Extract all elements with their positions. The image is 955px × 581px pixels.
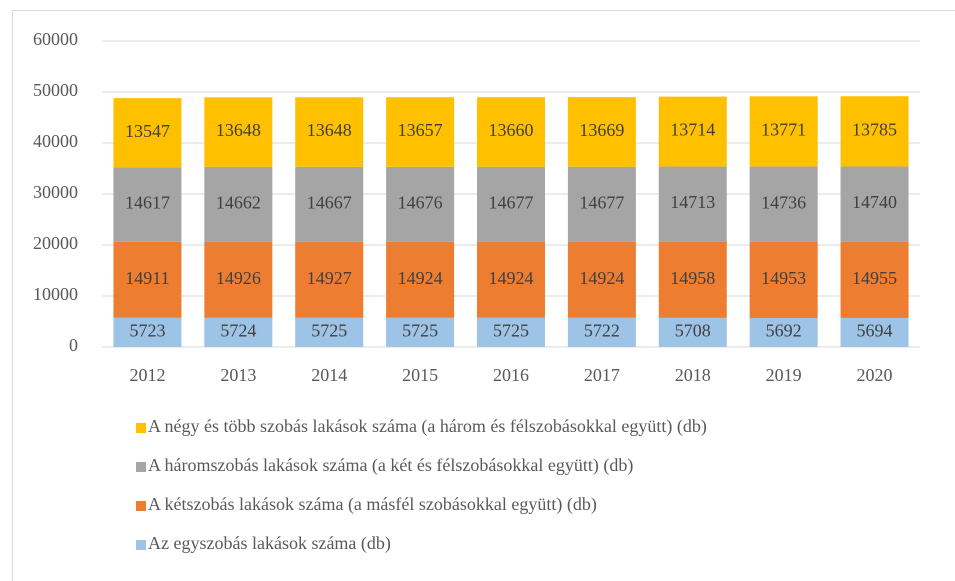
legend-label: A kétszobás lakások száma (a másfél szob… — [148, 494, 597, 515]
bar-segment — [295, 166, 364, 242]
data-label: 5694 — [857, 321, 893, 341]
data-label: 5725 — [311, 321, 347, 341]
bar-segment — [749, 96, 818, 167]
y-tick-label: 60000 — [33, 29, 78, 49]
bar-segment — [840, 96, 909, 167]
y-tick-label: 20000 — [33, 233, 78, 253]
data-label: 5723 — [129, 321, 165, 341]
data-label: 14662 — [216, 192, 261, 212]
bar-segment — [113, 317, 182, 347]
data-label: 14736 — [761, 192, 806, 212]
bar-segment — [204, 97, 273, 167]
y-tick-label: 0 — [69, 335, 78, 355]
data-label: 13669 — [579, 120, 624, 140]
x-tick-label: 2013 — [220, 365, 256, 385]
data-label: 14677 — [489, 192, 534, 212]
data-label: 13771 — [761, 120, 806, 140]
x-tick-label: 2018 — [675, 365, 711, 385]
x-tick-label: 2017 — [584, 365, 620, 385]
x-tick-label: 2020 — [857, 365, 893, 385]
bar-segment — [567, 317, 636, 347]
bar-segment — [658, 96, 727, 167]
data-label: 5722 — [584, 321, 620, 341]
data-label: 14667 — [307, 192, 352, 212]
data-label: 5692 — [766, 321, 802, 341]
data-label: 13648 — [216, 120, 261, 140]
data-label: 14676 — [398, 192, 443, 212]
data-label: 14617 — [125, 193, 170, 213]
bar-segment — [658, 241, 727, 318]
data-label: 13785 — [852, 119, 897, 139]
data-label: 14740 — [852, 192, 897, 212]
bar-segment — [840, 166, 909, 242]
bar-segment — [567, 166, 636, 242]
data-label: 5725 — [402, 321, 438, 341]
bar-segment — [295, 317, 364, 347]
bar-segment — [386, 166, 455, 242]
y-tick-label: 50000 — [33, 80, 78, 100]
y-tick-label: 10000 — [33, 284, 78, 304]
legend-swatch — [136, 501, 146, 511]
bar-segment — [840, 241, 909, 318]
data-label: 14926 — [216, 268, 261, 288]
data-label: 14958 — [670, 268, 715, 288]
bar-segment — [386, 241, 455, 318]
bar-segment — [113, 241, 182, 318]
bar-segment — [204, 241, 273, 318]
data-label: 14927 — [307, 268, 352, 288]
data-label: 13660 — [489, 120, 534, 140]
bar-segment — [477, 97, 545, 167]
data-label: 14924 — [398, 268, 443, 288]
bar-segment — [386, 97, 455, 167]
data-label: 14955 — [852, 268, 897, 288]
legend-label: A négy és több szobás lakások száma (a h… — [148, 416, 707, 437]
bar-segment — [295, 97, 364, 167]
data-label: 5708 — [675, 321, 711, 341]
data-label: 14677 — [579, 192, 624, 212]
legend-label: A háromszobás lakások száma (a két és fé… — [148, 455, 633, 476]
bar-segment — [113, 167, 182, 242]
legend-swatch — [136, 540, 146, 550]
bar-segment — [477, 166, 545, 242]
bar-segment — [477, 241, 545, 318]
legend-swatch — [136, 462, 146, 472]
bar-segment — [113, 98, 182, 168]
x-tick-label: 2015 — [402, 365, 438, 385]
bar-segment — [204, 166, 273, 242]
y-tick-label: 40000 — [33, 131, 78, 151]
bar-segment — [204, 317, 273, 347]
y-tick-label: 30000 — [33, 182, 78, 202]
data-label: 13547 — [125, 121, 170, 141]
x-tick-label: 2012 — [129, 365, 165, 385]
data-label: 5725 — [493, 321, 529, 341]
bar-segment — [749, 317, 818, 347]
bar-segment — [749, 241, 818, 318]
chart-border — [12, 10, 955, 581]
bar-segment — [658, 317, 727, 347]
x-tick-label: 2014 — [311, 365, 347, 385]
x-tick-label: 2019 — [766, 365, 802, 385]
x-tick-label: 2016 — [493, 365, 529, 385]
data-label: 13714 — [670, 120, 715, 140]
data-label: 14713 — [670, 192, 715, 212]
bar-segment — [386, 317, 455, 347]
bar-segment — [840, 317, 909, 347]
data-label: 14953 — [761, 268, 806, 288]
data-label: 14911 — [125, 268, 169, 288]
bar-segment — [749, 166, 818, 242]
bar-segment — [295, 241, 364, 318]
data-label: 14924 — [489, 268, 534, 288]
legend-label: Az egyszobás lakások száma (db) — [148, 533, 391, 554]
data-label: 5724 — [220, 321, 256, 341]
data-label: 14924 — [579, 268, 624, 288]
data-label: 13648 — [307, 120, 352, 140]
legend-swatch — [136, 423, 146, 433]
bar-segment — [567, 241, 636, 318]
bar-segment — [658, 166, 727, 242]
bar-segment — [567, 97, 636, 167]
bar-segment — [477, 317, 545, 347]
data-label: 13657 — [398, 120, 443, 140]
